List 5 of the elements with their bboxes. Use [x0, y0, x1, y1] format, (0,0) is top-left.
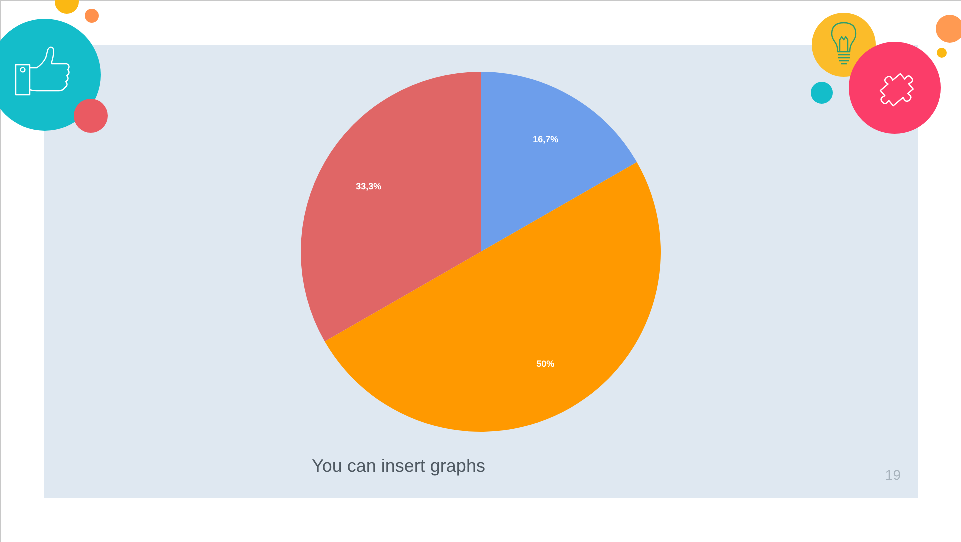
data-label: 50%: [536, 358, 555, 369]
data-label: 33,3%: [356, 182, 382, 192]
text: 19: [884, 466, 901, 484]
text: You can insert graphs: [312, 455, 486, 477]
data-label: 16,7%: [533, 134, 559, 144]
